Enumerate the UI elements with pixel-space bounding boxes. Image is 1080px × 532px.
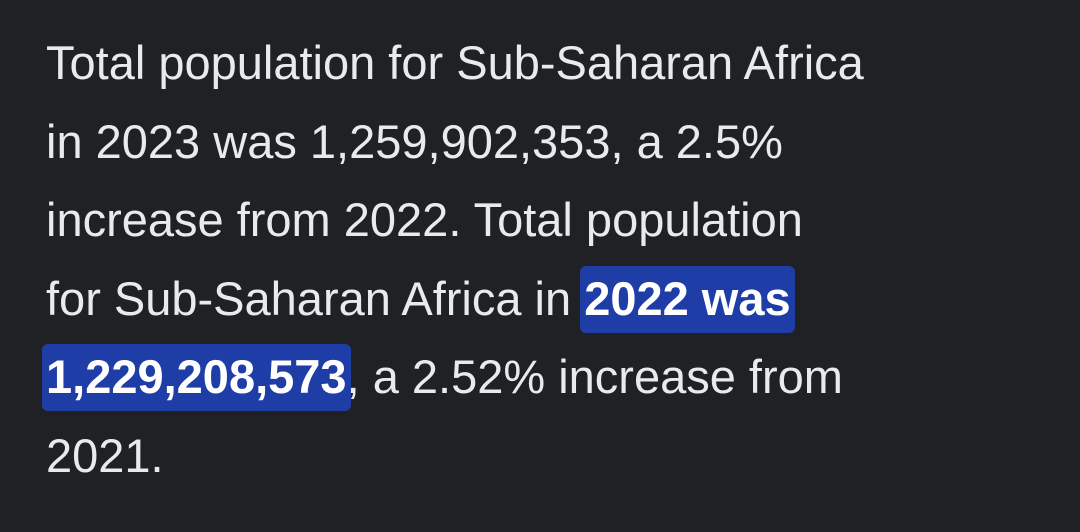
text-segment: increase from 2022. Total population — [46, 193, 803, 246]
text-line: in 2023 was 1,259,902,353, a 2.5% — [46, 103, 864, 182]
text-segment: , a 2.52% increase from — [346, 350, 843, 403]
text-line: for Sub-Saharan Africa in 2022 was — [46, 260, 864, 339]
text-segment: in 2023 was 1,259,902,353, a 2.5% — [46, 114, 783, 168]
text-line: 2021. — [46, 417, 864, 496]
text-segment: 2021. — [46, 428, 164, 482]
text-line: 1,229,208,573, a 2.52% increase from — [42, 338, 864, 417]
text-line: Total population for Sub-Saharan Africa — [46, 24, 864, 103]
text-line: increase from 2022. Total population — [46, 181, 864, 260]
text-segment: Total population for Sub-Saharan Africa — [46, 36, 864, 89]
text-segment: for Sub-Saharan Africa in — [46, 271, 585, 325]
highlighted-text: 2022 was — [580, 265, 795, 333]
highlighted-text: 1,229,208,573 — [42, 344, 351, 411]
answer-text: Total population for Sub-Saharan Africa i… — [42, 24, 864, 496]
